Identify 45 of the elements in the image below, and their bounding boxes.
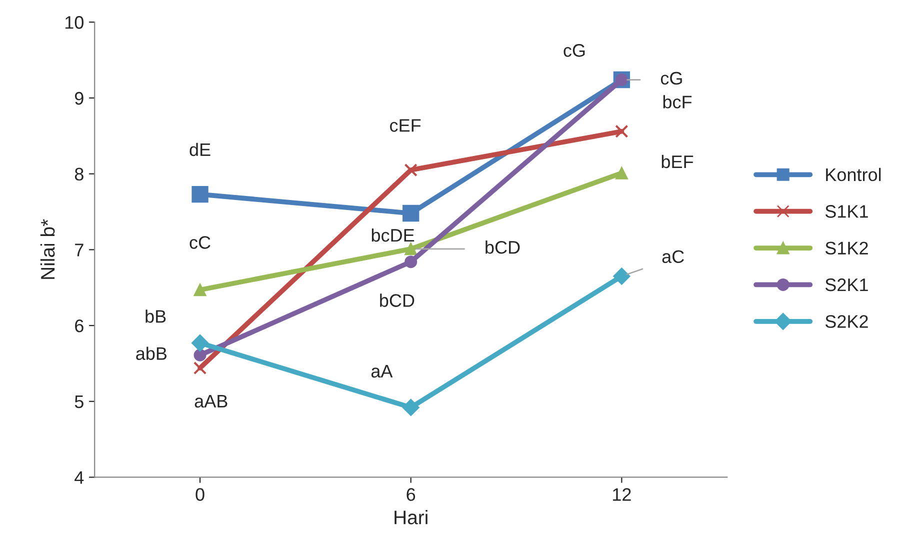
annotation: bCD bbox=[380, 294, 414, 307]
annotation: bB bbox=[146, 310, 166, 323]
point bbox=[615, 166, 628, 180]
legend-label: S2K1 bbox=[825, 278, 868, 292]
annotation: cEF bbox=[390, 119, 421, 132]
point bbox=[193, 361, 207, 375]
point bbox=[404, 256, 418, 268]
point bbox=[402, 204, 420, 222]
legend-label: Kontrol bbox=[826, 168, 881, 182]
y-tick-label: 6 bbox=[75, 319, 84, 332]
annotation: aAB bbox=[194, 394, 228, 408]
annotation: aC bbox=[662, 250, 684, 264]
annotation: aA bbox=[371, 364, 393, 378]
x-axis-title: Hari bbox=[394, 510, 428, 524]
y-tick-label: 5 bbox=[74, 396, 84, 408]
y-tick-label: 9 bbox=[74, 92, 84, 105]
point bbox=[194, 348, 206, 362]
annotation: abB bbox=[136, 346, 167, 360]
annotation: cC bbox=[190, 236, 210, 249]
annotation: bcF bbox=[663, 95, 692, 108]
x-tick-label: 6 bbox=[406, 488, 416, 501]
point bbox=[194, 284, 206, 296]
point bbox=[615, 124, 628, 138]
annotation: bcDE bbox=[372, 228, 414, 242]
point bbox=[613, 268, 630, 285]
point bbox=[404, 163, 418, 177]
point bbox=[402, 398, 420, 416]
legend-label: S1K2 bbox=[825, 242, 868, 255]
legend-label: S1K1 bbox=[825, 205, 868, 218]
point bbox=[404, 242, 418, 256]
y-tick-label: 10 bbox=[65, 16, 84, 29]
y-tick-label: 8 bbox=[74, 168, 84, 181]
y-tick-label: 7 bbox=[75, 244, 84, 256]
annotation: bCD bbox=[486, 240, 520, 254]
y-tick-label: 4 bbox=[74, 471, 84, 484]
point bbox=[192, 186, 208, 203]
x-tick-label: 0 bbox=[196, 488, 204, 501]
y-axis-title: Nilai b* bbox=[40, 219, 55, 279]
annotation: dE bbox=[190, 142, 210, 156]
annotation: cG bbox=[564, 44, 585, 57]
legend-label: S2K2 bbox=[825, 315, 868, 328]
annotation: bEF bbox=[662, 154, 694, 168]
x-tick-label: 12 bbox=[613, 488, 631, 501]
point bbox=[191, 334, 209, 352]
annotation: cG bbox=[660, 72, 682, 85]
